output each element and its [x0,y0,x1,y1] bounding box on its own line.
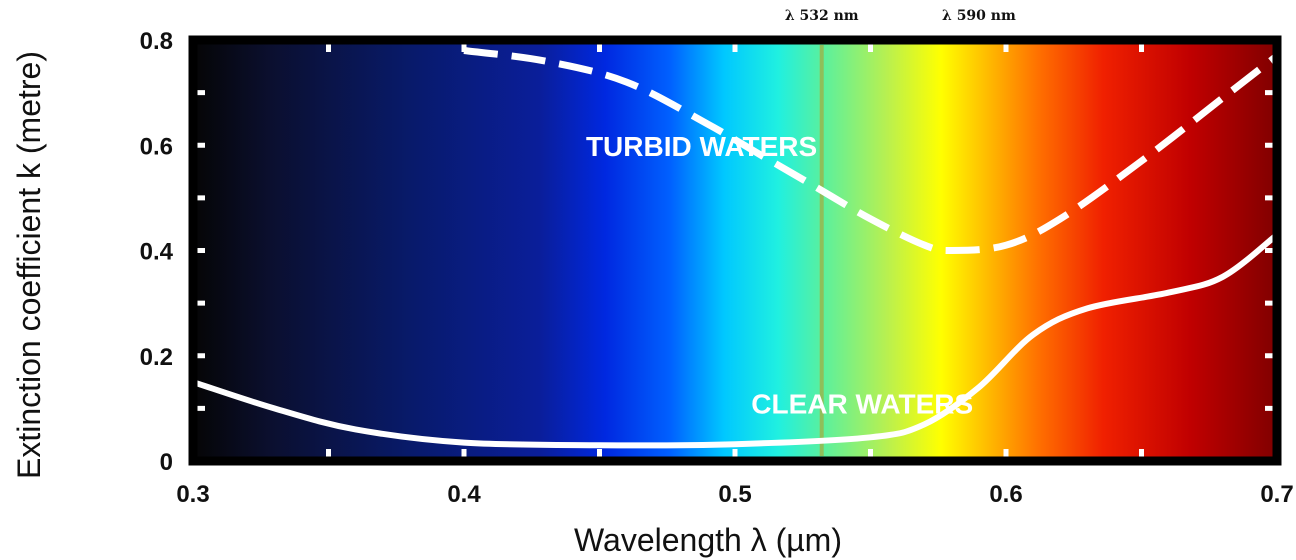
x-tick-label: 0.7 [1260,481,1293,508]
x-tick-labels: 0.3 0.4 0.5 0.6 0.7 [176,481,1293,508]
wavelength-532-label: λ 532 nm [785,8,859,24]
y-tick-label: 0.4 [140,239,174,266]
y-tick-label: 0.8 [140,28,173,55]
x-tick-label: 0.4 [447,481,481,508]
clear-waters-curve [192,232,1279,449]
y-tick-label: 0.2 [140,344,173,371]
x-tick-label: 0.3 [176,481,209,508]
turbid-waters-curve [463,47,1280,255]
y-tick-label: 0 [160,449,173,476]
y-axis-title: Extinction coefficient k (metre) [11,51,47,479]
y-tick-label: 0.6 [140,133,173,160]
plot-area [188,35,1282,466]
plot-frame [188,35,1282,466]
x-tick-label: 0.6 [989,481,1022,508]
x-axis-title: Wavelength λ (µm) [574,522,842,558]
y-tick-labels: 0 0.2 0.4 0.6 0.8 [140,28,174,476]
wavelength-590-label: λ 590 nm [942,8,1016,24]
turbid-waters-annotation: TURBID WATERS [586,131,817,162]
clear-waters-annotation: CLEAR WATERS [751,389,973,420]
spectrum-background [193,40,1277,461]
x-tick-label: 0.5 [718,481,751,508]
